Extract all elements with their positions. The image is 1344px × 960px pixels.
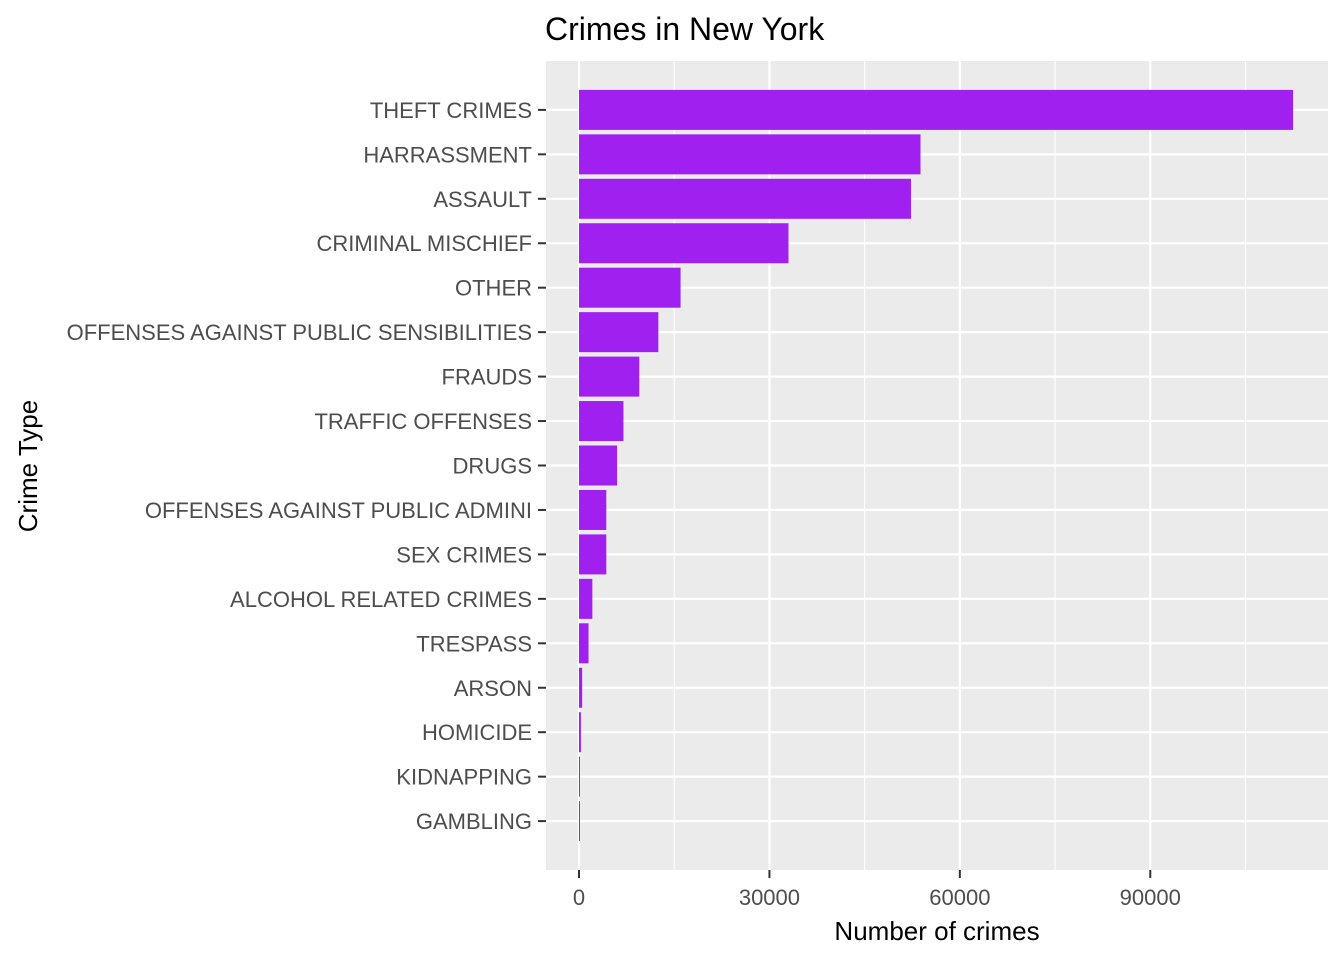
bar (579, 489, 607, 530)
bar (579, 445, 618, 486)
x-tick-label: 90000 (1120, 885, 1181, 910)
y-tick-label: GAMBLING (416, 809, 532, 834)
y-tick-label: OTHER (455, 276, 532, 301)
y-axis-tick-labels: THEFT CRIMES HARRASSMENT ASSAULT CRIMINAL M… (67, 98, 532, 834)
bar (579, 312, 659, 353)
y-tick-label: FRAUDS (442, 365, 532, 390)
y-tick-label: ASSAULT (433, 187, 532, 212)
y-tick-label: CRIMINAL MISCHIEF (316, 231, 532, 256)
bar (579, 356, 640, 397)
x-tick-label: 0 (573, 885, 585, 910)
x-axis-ticks (578, 870, 1152, 878)
bar (579, 623, 589, 664)
y-axis-ticks (538, 108, 546, 823)
x-axis-tick-labels: 0 30000 60000 90000 (573, 885, 1181, 910)
y-tick-label: OFFENSES AGAINST PUBLIC ADMINI (145, 498, 532, 523)
x-tick-label: 60000 (929, 885, 990, 910)
y-tick-label: TRAFFIC OFFENSES (314, 409, 532, 434)
y-tick-label: OFFENSES AGAINST PUBLIC SENSIBILITIES (67, 320, 532, 345)
bar (579, 89, 1294, 130)
y-axis-title: Crime Type (13, 400, 43, 532)
y-tick-label: ARSON (454, 676, 532, 701)
bar (579, 801, 581, 842)
bar (579, 401, 624, 442)
y-tick-label: TRESPASS (416, 631, 532, 656)
x-axis-title: Number of crimes (834, 916, 1039, 946)
bar (579, 534, 607, 575)
bar (579, 578, 593, 619)
y-tick-label: HOMICIDE (422, 720, 532, 745)
bar (579, 756, 581, 797)
chart-title: Crimes in New York (545, 11, 825, 47)
bars (579, 89, 1294, 842)
y-tick-label: THEFT CRIMES (370, 98, 532, 123)
y-tick-label: SEX CRIMES (396, 542, 532, 567)
y-tick-label: HARRASSMENT (363, 142, 532, 167)
bar (579, 667, 583, 708)
y-tick-label: KIDNAPPING (396, 765, 532, 790)
y-tick-label: DRUGS (453, 454, 532, 479)
y-tick-label: ALCOHOL RELATED CRIMES (230, 587, 532, 612)
x-tick-label: 30000 (739, 885, 800, 910)
bar (579, 134, 921, 175)
bar (579, 178, 911, 219)
bar (579, 712, 581, 753)
bar (579, 267, 681, 308)
bar (579, 223, 789, 264)
